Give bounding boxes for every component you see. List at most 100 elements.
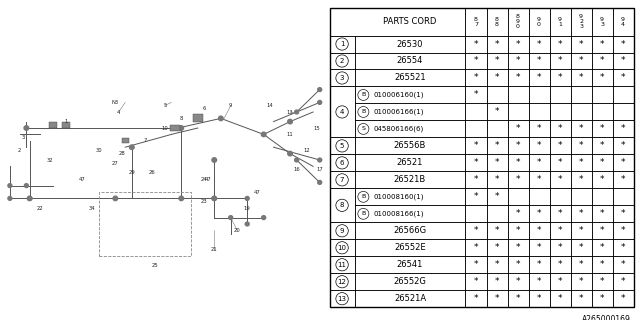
Text: 27: 27 [112,161,119,166]
Text: *: * [621,74,625,83]
Text: 11: 11 [337,262,347,268]
Bar [550,290,570,307]
Bar [486,205,508,222]
Text: *: * [474,277,478,286]
Text: *: * [558,57,563,66]
Circle shape [228,216,233,220]
Circle shape [288,151,292,156]
Bar [330,205,355,222]
Text: *: * [579,260,583,269]
Text: *: * [495,141,499,150]
Text: S: S [362,126,365,132]
Bar [508,103,529,120]
Bar [486,8,508,36]
Bar [550,52,570,69]
Bar [330,36,355,52]
Circle shape [113,196,118,201]
Text: *: * [621,277,625,286]
Bar [486,256,508,273]
Bar [529,290,550,307]
Bar [465,52,486,69]
Text: 26: 26 [148,170,155,175]
Text: *: * [537,175,541,184]
Bar [550,222,570,239]
Text: *: * [558,124,563,133]
Text: *: * [558,158,563,167]
Circle shape [317,88,322,92]
Bar [570,273,591,290]
Bar [355,154,465,172]
Text: *: * [621,39,625,49]
Text: 9
1: 9 1 [558,17,562,27]
Bar [355,52,465,69]
Bar [550,154,570,172]
Text: *: * [579,277,583,286]
Bar [529,86,550,103]
Bar [612,273,634,290]
Bar [591,188,612,205]
Circle shape [24,184,28,188]
Bar [330,154,355,172]
Bar [570,36,591,52]
Bar [550,188,570,205]
Bar [330,69,355,86]
Circle shape [294,110,299,114]
Bar [529,52,550,69]
Text: *: * [621,209,625,218]
Text: 21: 21 [211,247,218,252]
Text: 26530: 26530 [397,39,423,49]
Bar [330,120,355,137]
Bar [508,290,529,307]
Text: *: * [621,57,625,66]
Text: *: * [516,277,520,286]
Text: 010008160(1): 010008160(1) [373,194,424,200]
Text: *: * [600,175,604,184]
Text: *: * [474,243,478,252]
Bar [529,36,550,52]
Text: 8
9
0: 8 9 0 [516,14,520,29]
Text: 3: 3 [340,75,344,81]
Circle shape [179,196,184,201]
Text: 13: 13 [287,109,293,115]
Text: 24: 24 [201,177,208,182]
Bar [465,290,486,307]
Bar [465,273,486,290]
Bar [550,103,570,120]
Bar [550,36,570,52]
Text: 12: 12 [303,148,310,153]
Bar [486,120,508,137]
Text: *: * [474,141,478,150]
Text: 12: 12 [338,279,346,285]
Bar [612,137,634,154]
Text: *: * [537,158,541,167]
Text: *: * [537,260,541,269]
Bar [570,8,591,36]
Text: *: * [495,260,499,269]
Text: *: * [537,277,541,286]
Text: *: * [516,260,520,269]
Text: 26521B: 26521B [394,175,426,184]
Text: 13: 13 [337,296,347,302]
Text: 23: 23 [201,199,207,204]
Bar [529,154,550,172]
Text: *: * [474,158,478,167]
Text: *: * [474,192,478,201]
Bar [612,188,634,205]
Text: PARTS CORD: PARTS CORD [383,17,436,26]
Bar [465,69,486,86]
Circle shape [28,196,31,200]
Text: *: * [474,260,478,269]
Bar [612,222,634,239]
Bar [550,86,570,103]
Bar [550,69,570,86]
Bar [486,69,508,86]
Bar [591,137,612,154]
Text: *: * [474,74,478,83]
Text: 34: 34 [89,205,95,211]
Bar [550,137,570,154]
Text: *: * [495,243,499,252]
Text: 14: 14 [267,103,274,108]
Bar [486,52,508,69]
Text: 10: 10 [337,245,347,251]
Bar [591,290,612,307]
